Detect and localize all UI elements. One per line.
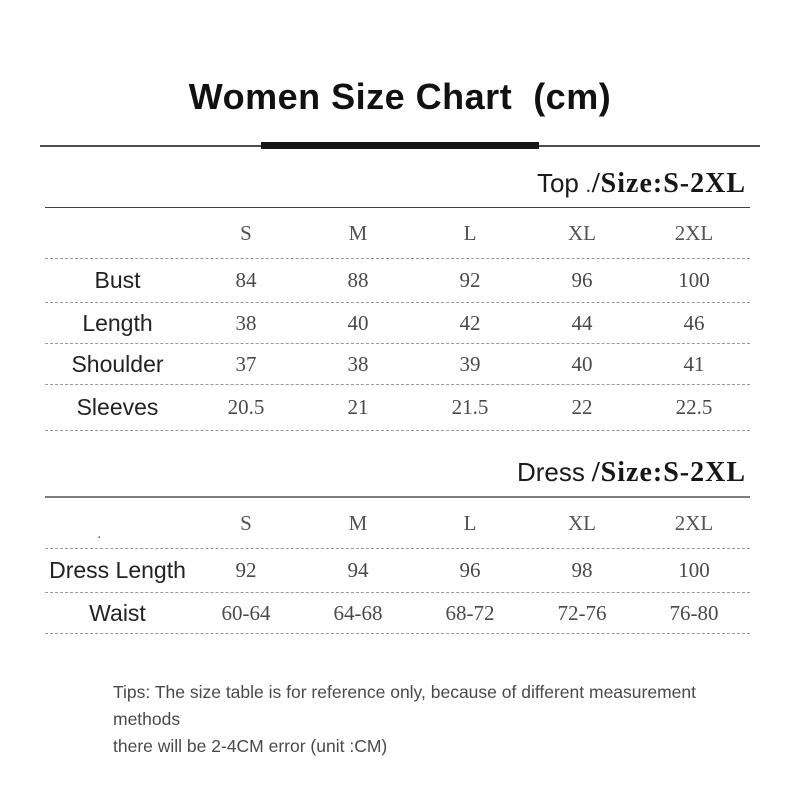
table-row-shoulder: Shoulder 37 38 39 40 41 [45,344,750,385]
cell-value: 42 [459,310,481,335]
size-range-label-dress: /Size:S-2XL [591,457,746,488]
cell-value: 64-68 [333,600,383,625]
page-title: Women Size Chart (cm) [188,76,612,117]
table-row-waist: Waist 60-64 64-68 68-72 72-76 76-80 [45,593,750,634]
cell-value: 100 [678,268,710,292]
section-name-dress: Dress [516,457,585,487]
cell-value: 22 [571,395,593,419]
table-row-sleeves: Sleeves 20.5 21 21.5 22 22.5 [45,385,750,431]
title-divider-line [40,142,760,149]
column-header-m: M [348,510,368,535]
row-label: Shoulder [71,350,164,377]
chart-content: Top . /Size:S-2XL S M L XL 2XL Bust 84 8… [45,168,750,760]
cell-value: 22.5 [675,395,713,419]
cell-value: 40 [347,310,369,335]
cell-value: 76-80 [669,600,719,625]
stray-dot-mark: . [97,525,102,542]
cell-value: 60-64 [221,600,271,625]
section-heading-dress: Dress /Size:S-2XL [45,457,750,498]
tips-line-1: Tips: The size table is for reference on… [113,682,696,729]
cell-value: 41 [683,351,705,376]
row-label: Waist [89,599,146,626]
top-size-table: S M L XL 2XL Bust 84 88 92 96 100 Length… [45,208,750,431]
cell-value: 96 [459,558,481,582]
cell-value: 72-76 [557,600,607,625]
table-row-dress-length: Dress Length 92 94 96 98 100 [45,549,750,593]
column-header-xl: XL [568,510,596,535]
cell-value: 40 [571,351,593,376]
table-header-row: S M L XL 2XL [45,208,750,259]
tips-line-2: there will be 2-4CM error (unit :CM) [113,736,388,756]
cell-value: 38 [235,310,257,335]
cell-value: 39 [459,351,481,376]
column-header-l: L [463,510,477,535]
cell-value: 94 [347,558,369,582]
cell-value: 38 [347,351,369,376]
column-header-2xl: 2XL [674,220,714,245]
cell-value: 92 [235,558,257,582]
title-divider-accent-bar [261,142,539,149]
table-row-length: Length 38 40 42 44 46 [45,303,750,344]
cell-value: 20.5 [227,395,265,419]
row-label: Bust [94,267,141,293]
cell-value: 92 [459,268,481,292]
dress-size-table: . S M L XL 2XL Dress Length 92 94 96 98 … [45,498,750,634]
column-header-s: S [240,220,252,245]
cell-value: 98 [571,558,593,582]
column-header-l: L [463,220,477,245]
size-range-label-top: /Size:S-2XL [591,168,746,199]
section-name-top: Top [536,168,579,198]
column-header-2xl: 2XL [674,510,714,535]
row-label: Sleeves [76,394,159,420]
column-header-s: S [240,510,252,535]
cell-value: 46 [683,310,705,335]
table-header-row: . S M L XL 2XL [45,498,750,549]
tips-note: Tips: The size table is for reference on… [113,679,750,760]
cell-value: 88 [347,268,369,292]
cell-value: 37 [235,351,257,376]
cell-value: 100 [678,558,710,582]
row-label: Dress Length [49,557,186,583]
cell-value: 96 [571,268,593,292]
cell-value: 84 [235,268,257,292]
column-header-m: M [348,220,368,245]
column-header-xl: XL [568,220,596,245]
cell-value: 44 [571,310,593,335]
cell-value: 68-72 [445,600,495,625]
section-heading-top: Top . /Size:S-2XL [45,168,750,208]
cell-value: 21.5 [451,395,489,419]
row-label: Length [82,309,153,336]
table-row-bust: Bust 84 88 92 96 100 [45,259,750,303]
cell-value: 21 [347,395,369,419]
section-dot-top: . [585,175,591,197]
